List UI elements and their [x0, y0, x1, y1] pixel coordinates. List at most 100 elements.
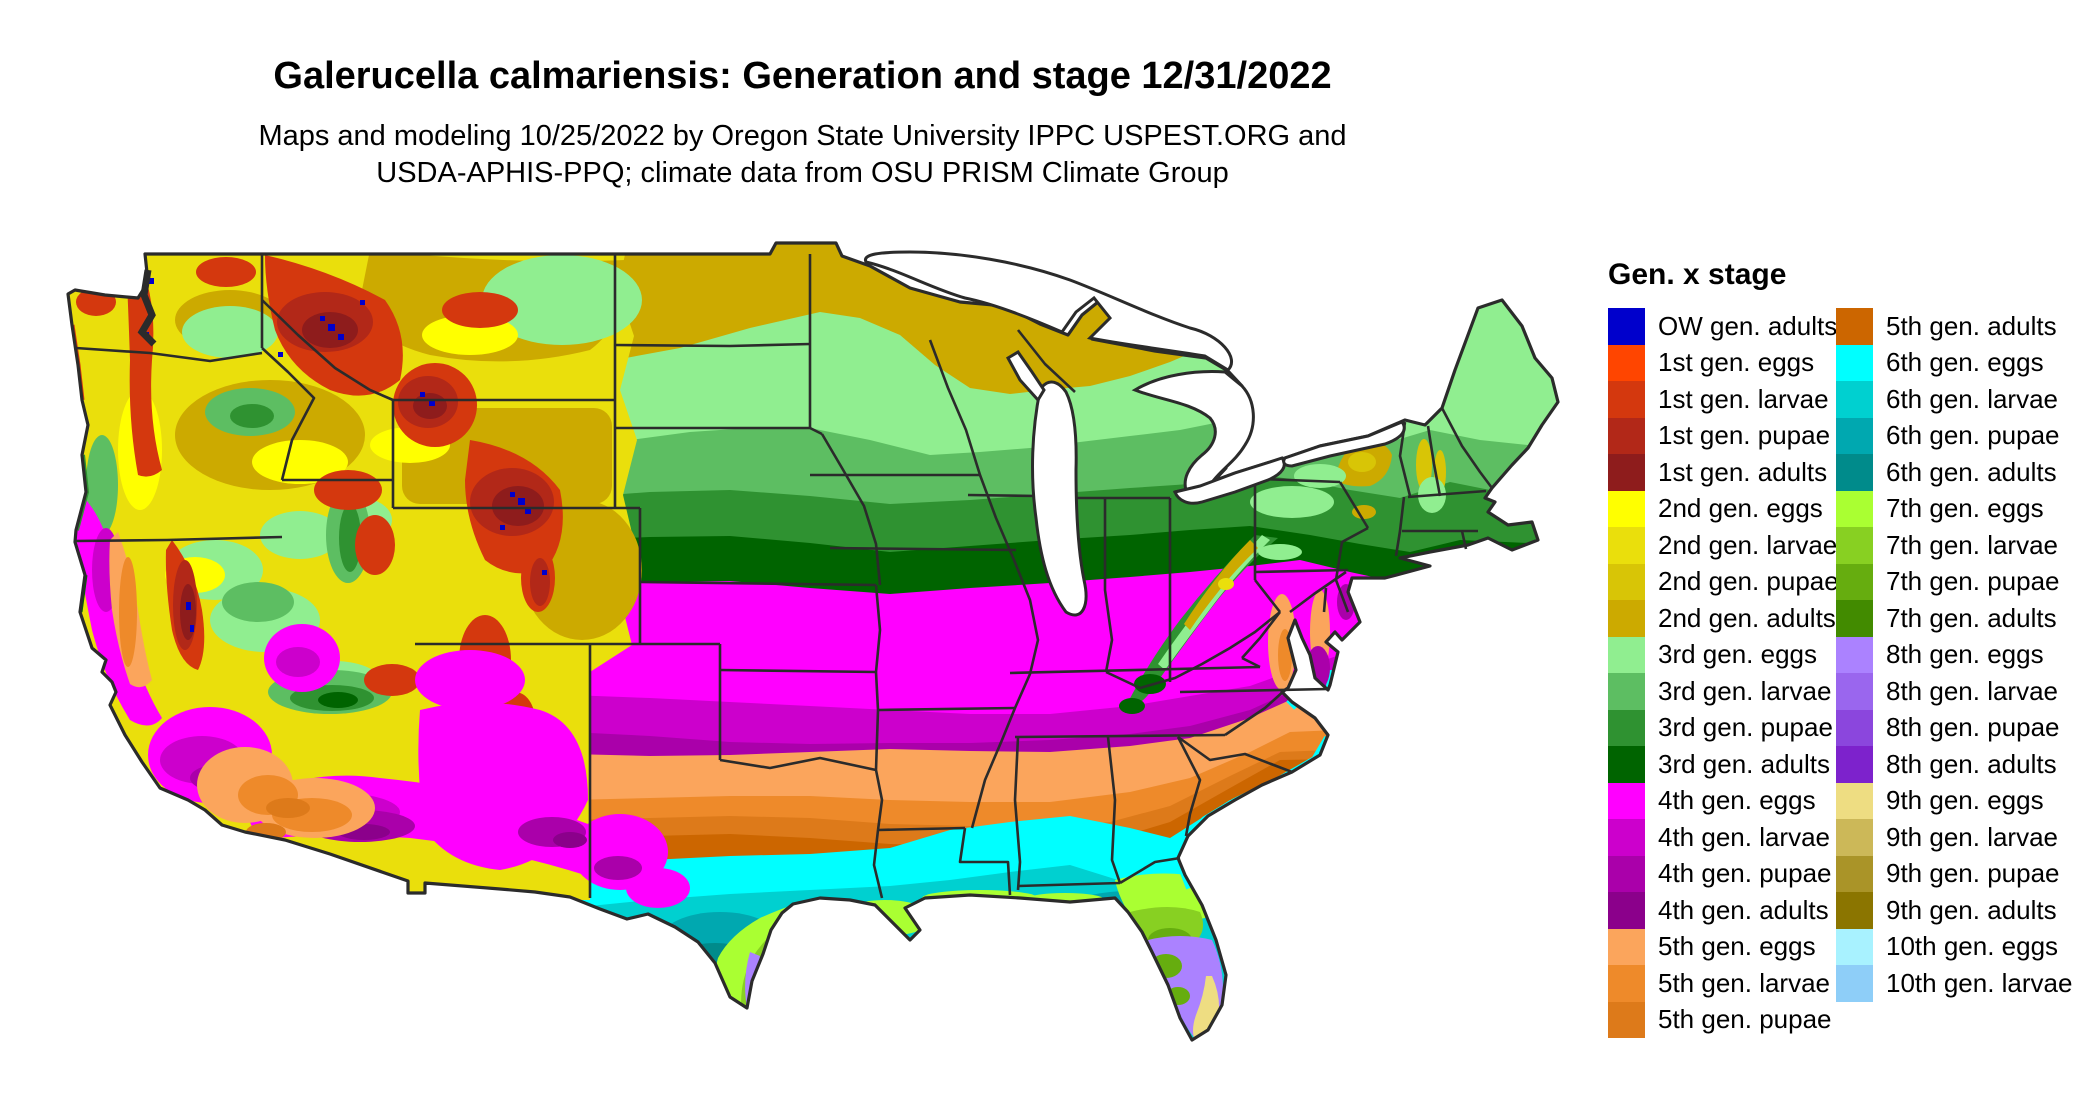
legend-label: 5th gen. pupae — [1658, 1004, 1832, 1035]
legend-item: 10th gen. larvae — [1836, 965, 2072, 1002]
legend-swatch — [1608, 1001, 1645, 1038]
legend-label: 5th gen. larvae — [1658, 967, 1831, 998]
legend-label: 8th gen. larvae — [1886, 675, 2059, 706]
legend-label: 3rd gen. pupae — [1658, 712, 1833, 743]
legend-label: 4th gen. adults — [1658, 894, 1829, 925]
legend-swatch — [1608, 855, 1645, 892]
legend-swatch — [1836, 344, 1873, 381]
legend-item: 4th gen. pupae — [1608, 855, 1839, 892]
legend-label: 9th gen. adults — [1886, 894, 2057, 925]
legend-label: 9th gen. eggs — [1886, 785, 2044, 816]
map-fill-layers — [68, 243, 1558, 1040]
lake-erie — [1172, 456, 1286, 505]
legend-item: 3rd gen. eggs — [1608, 636, 1839, 673]
legend-swatch — [1836, 600, 1873, 637]
map-subtitle-line2: USDA-APHIS-PPQ; climate data from OSU PR… — [376, 157, 1229, 189]
legend-item: 8th gen. larvae — [1836, 673, 2072, 710]
legend-label: 4th gen. eggs — [1658, 785, 1816, 816]
legend-swatch — [1836, 746, 1873, 783]
legend-item: 6th gen. eggs — [1836, 344, 2072, 381]
legend-label: 2nd gen. larvae — [1658, 529, 1838, 560]
legend-swatch — [1836, 308, 1873, 345]
legend-label: 3rd gen. larvae — [1658, 675, 1832, 706]
legend-swatch — [1836, 417, 1873, 454]
legend-label: 5th gen. eggs — [1658, 931, 1816, 962]
legend-item: 4th gen. larvae — [1608, 819, 1839, 856]
legend-label: 2nd gen. eggs — [1658, 493, 1823, 524]
map-subtitle-line1: Maps and modeling 10/25/2022 by Oregon S… — [258, 120, 1347, 152]
legend-item: 1st gen. pupae — [1608, 417, 1839, 454]
legend-swatch — [1836, 490, 1873, 527]
legend-label: 8th gen. eggs — [1886, 639, 2044, 670]
lake-superior — [864, 250, 1233, 372]
legend-label: 10th gen. larvae — [1886, 967, 2073, 998]
legend-item: 8th gen. adults — [1836, 746, 2072, 783]
legend-swatch — [1608, 819, 1645, 856]
legend-item: 3rd gen. adults — [1608, 746, 1839, 783]
legend-swatch — [1836, 892, 1873, 929]
legend-swatch — [1608, 308, 1645, 345]
legend-swatch — [1836, 819, 1873, 856]
legend-item: 5th gen. larvae — [1608, 965, 1839, 1002]
us-map — [30, 240, 1575, 1070]
legend-label: 2nd gen. pupae — [1658, 566, 1839, 597]
legend-label: 9th gen. larvae — [1886, 821, 2059, 852]
legend-item: 8th gen. pupae — [1836, 709, 2072, 746]
legend-item: 2nd gen. adults — [1608, 600, 1839, 637]
legend-swatch — [1608, 928, 1645, 965]
legend-swatch — [1836, 527, 1873, 564]
legend-swatch — [1836, 673, 1873, 710]
legend-swatch — [1608, 673, 1645, 710]
high-elevation-specks — [144, 278, 547, 632]
legend-item: 3rd gen. pupae — [1608, 709, 1839, 746]
legend-item: 7th gen. pupae — [1836, 563, 2072, 600]
legend-swatch — [1608, 746, 1645, 783]
legend-item: 2nd gen. larvae — [1608, 527, 1839, 564]
legend-label: 6th gen. eggs — [1886, 347, 2044, 378]
legend-label: 7th gen. eggs — [1886, 493, 2044, 524]
legend-label: 6th gen. pupae — [1886, 420, 2060, 451]
great-lakes — [864, 250, 1406, 617]
legend-label: 7th gen. pupae — [1886, 566, 2060, 597]
legend-swatch — [1608, 344, 1645, 381]
legend-item: 5th gen. adults — [1836, 308, 2072, 345]
legend-item: 1st gen. larvae — [1608, 381, 1839, 418]
legend: Gen. x stage OW gen. adults 1st gen. eggs… — [1608, 258, 2088, 1038]
puget-sound — [137, 269, 157, 347]
legend-label: 2nd gen. adults — [1658, 602, 1836, 633]
legend-item: 4th gen. eggs — [1608, 782, 1839, 819]
legend-swatch — [1608, 782, 1645, 819]
legend-label: 4th gen. pupae — [1658, 858, 1832, 889]
legend-label: 7th gen. larvae — [1886, 529, 2059, 560]
legend-swatch — [1836, 636, 1873, 673]
legend-swatch — [1608, 965, 1645, 1002]
legend-item: 1st gen. adults — [1608, 454, 1839, 491]
legend-item: 5th gen. eggs — [1608, 928, 1839, 965]
legend-item: 8th gen. eggs — [1836, 636, 2072, 673]
legend-label: 6th gen. larvae — [1886, 383, 2059, 414]
legend-label: 1st gen. eggs — [1658, 347, 1815, 378]
legend-item: 10th gen. eggs — [1836, 928, 2072, 965]
legend-item: OW gen. adults — [1608, 308, 1839, 345]
legend-item: 9th gen. larvae — [1836, 819, 2072, 856]
legend-column-0: OW gen. adults 1st gen. eggs 1st gen. larv… — [1608, 308, 1839, 1038]
lake-ontario — [1282, 420, 1406, 468]
map-title: Galerucella calmariensis: Generation and… — [273, 55, 1332, 97]
legend-swatch — [1836, 782, 1873, 819]
legend-item: 1st gen. eggs — [1608, 344, 1839, 381]
legend-label: 9th gen. pupae — [1886, 858, 2060, 889]
state-borders — [74, 254, 1494, 899]
legend-swatch — [1836, 709, 1873, 746]
legend-swatch — [1608, 600, 1645, 637]
legend-swatch — [1608, 381, 1645, 418]
legend-label: 6th gen. adults — [1886, 456, 2057, 487]
legend-item: 6th gen. adults — [1836, 454, 2072, 491]
legend-label: 1st gen. larvae — [1658, 383, 1829, 414]
legend-item: 2nd gen. pupae — [1608, 563, 1839, 600]
legend-swatch — [1608, 636, 1645, 673]
legend-title: Gen. x stage — [1608, 258, 1787, 291]
legend-label: 10th gen. eggs — [1886, 931, 2059, 962]
legend-swatch — [1836, 928, 1873, 965]
legend-label: OW gen. adults — [1658, 310, 1838, 341]
